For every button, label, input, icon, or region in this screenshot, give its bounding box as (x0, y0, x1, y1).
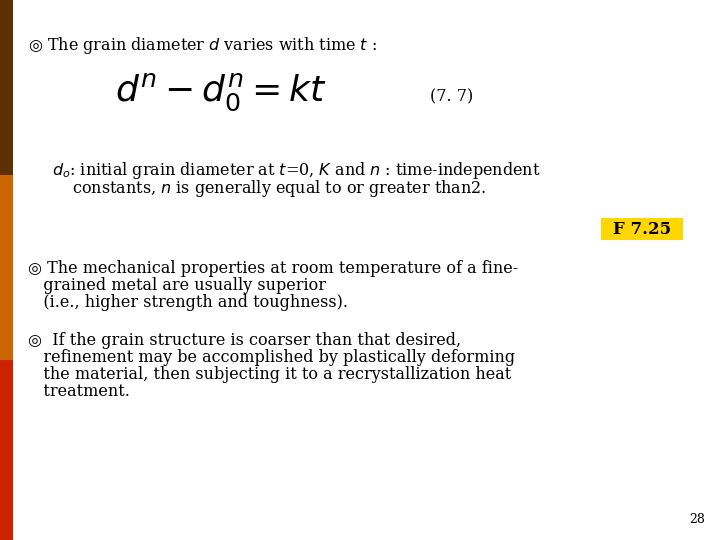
FancyBboxPatch shape (601, 218, 683, 240)
Bar (0, 360, 13, 540)
Text: 28: 28 (689, 513, 705, 526)
Text: the material, then subjecting it to a recrystallization heat: the material, then subjecting it to a re… (28, 366, 511, 383)
Text: ◎  If the grain structure is coarser than that desired,: ◎ If the grain structure is coarser than… (28, 332, 461, 349)
Text: grained metal are usually superior: grained metal are usually superior (28, 277, 326, 294)
Text: ◎ The mechanical properties at room temperature of a fine-: ◎ The mechanical properties at room temp… (28, 260, 518, 277)
Text: constants, $n$ is generally equal to or greater than2.: constants, $n$ is generally equal to or … (52, 178, 487, 199)
Bar (0, 175, 13, 360)
Text: F 7.25: F 7.25 (613, 220, 671, 238)
Text: ◎ The grain diameter $d$ varies with time $t$ :: ◎ The grain diameter $d$ varies with tim… (28, 35, 377, 56)
Text: (7. 7): (7. 7) (430, 88, 473, 105)
Text: $d^{n} - d_0^{n} = kt$: $d^{n} - d_0^{n} = kt$ (115, 72, 327, 113)
Text: $d_o$: initial grain diameter at $t$=0, $K$ and $n$ : time-independent: $d_o$: initial grain diameter at $t$=0, … (52, 160, 541, 181)
Text: refinement may be accomplished by plastically deforming: refinement may be accomplished by plasti… (28, 349, 515, 366)
Text: treatment.: treatment. (28, 383, 130, 400)
Text: (i.e., higher strength and toughness).: (i.e., higher strength and toughness). (28, 294, 348, 311)
Bar (0, 0, 13, 175)
